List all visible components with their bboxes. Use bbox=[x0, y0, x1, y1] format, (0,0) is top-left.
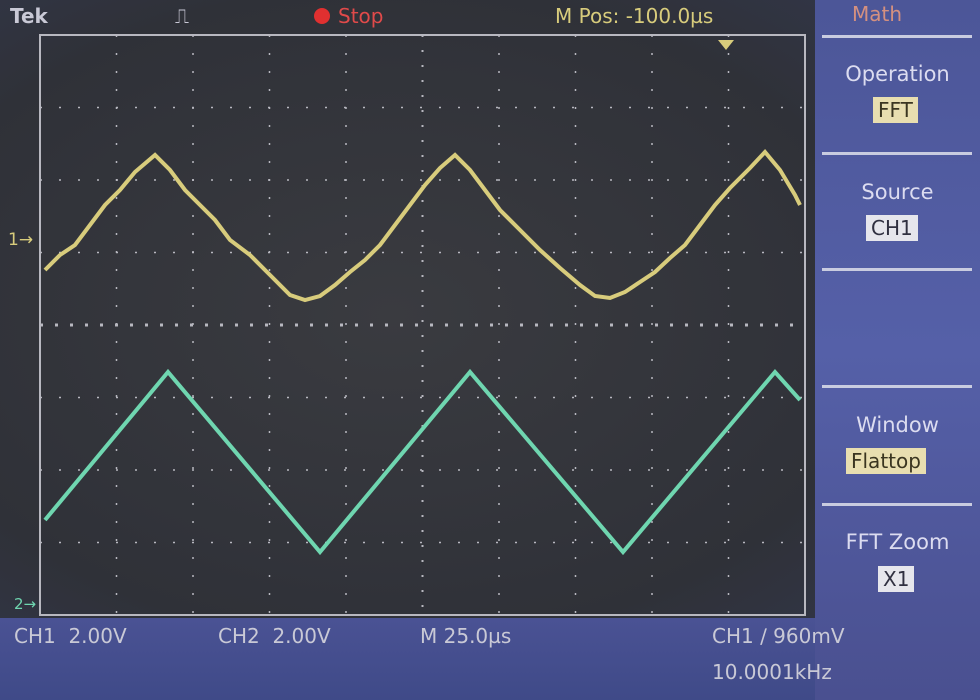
menu-separator bbox=[822, 385, 972, 388]
trigger-position-marker bbox=[718, 40, 734, 50]
ch2-marker-label: 2 bbox=[14, 595, 24, 613]
horizontal-position: M Pos: -100.0µs bbox=[555, 4, 714, 28]
menu-value[interactable]: X1 bbox=[878, 566, 915, 592]
menu-separator bbox=[822, 503, 972, 506]
menu-separator bbox=[822, 268, 972, 271]
menu-label[interactable]: Window bbox=[856, 413, 939, 437]
display bbox=[39, 8, 806, 616]
ch1-scale: CH1 2.00V bbox=[14, 624, 127, 648]
brand: Tek bbox=[10, 4, 48, 28]
ch2-trace bbox=[43, 368, 802, 556]
menu-title: Math bbox=[852, 2, 903, 26]
graticule-border bbox=[39, 34, 806, 616]
menu-value[interactable]: CH1 bbox=[866, 215, 918, 241]
ch2-marker: 2→ bbox=[14, 595, 37, 613]
status-bar bbox=[0, 618, 815, 700]
ch1-marker-label: 1 bbox=[8, 230, 19, 250]
menu-separator bbox=[822, 152, 972, 155]
ch1-trace bbox=[43, 148, 802, 303]
trigger-level: CH1 ∕ 960mV bbox=[712, 624, 845, 648]
ch2-scale: CH2 2.00V bbox=[218, 624, 331, 648]
menu-label[interactable]: Source bbox=[861, 180, 934, 204]
menu-separator bbox=[822, 35, 972, 38]
menu-label[interactable]: Operation bbox=[845, 62, 950, 86]
menu-value[interactable]: FFT bbox=[873, 97, 918, 123]
stop-indicator bbox=[314, 8, 330, 24]
graticule bbox=[40, 35, 805, 615]
frequency: 10.0001kHz bbox=[712, 660, 832, 684]
acquire-icon: ⎍ bbox=[175, 4, 189, 28]
menu-label[interactable]: FFT Zoom bbox=[845, 530, 950, 554]
run-state: Stop bbox=[338, 4, 384, 28]
timebase: M 25.0µs bbox=[420, 624, 512, 648]
menu-value[interactable]: Flattop bbox=[846, 448, 926, 474]
ch1-marker: 1→ bbox=[8, 230, 34, 250]
